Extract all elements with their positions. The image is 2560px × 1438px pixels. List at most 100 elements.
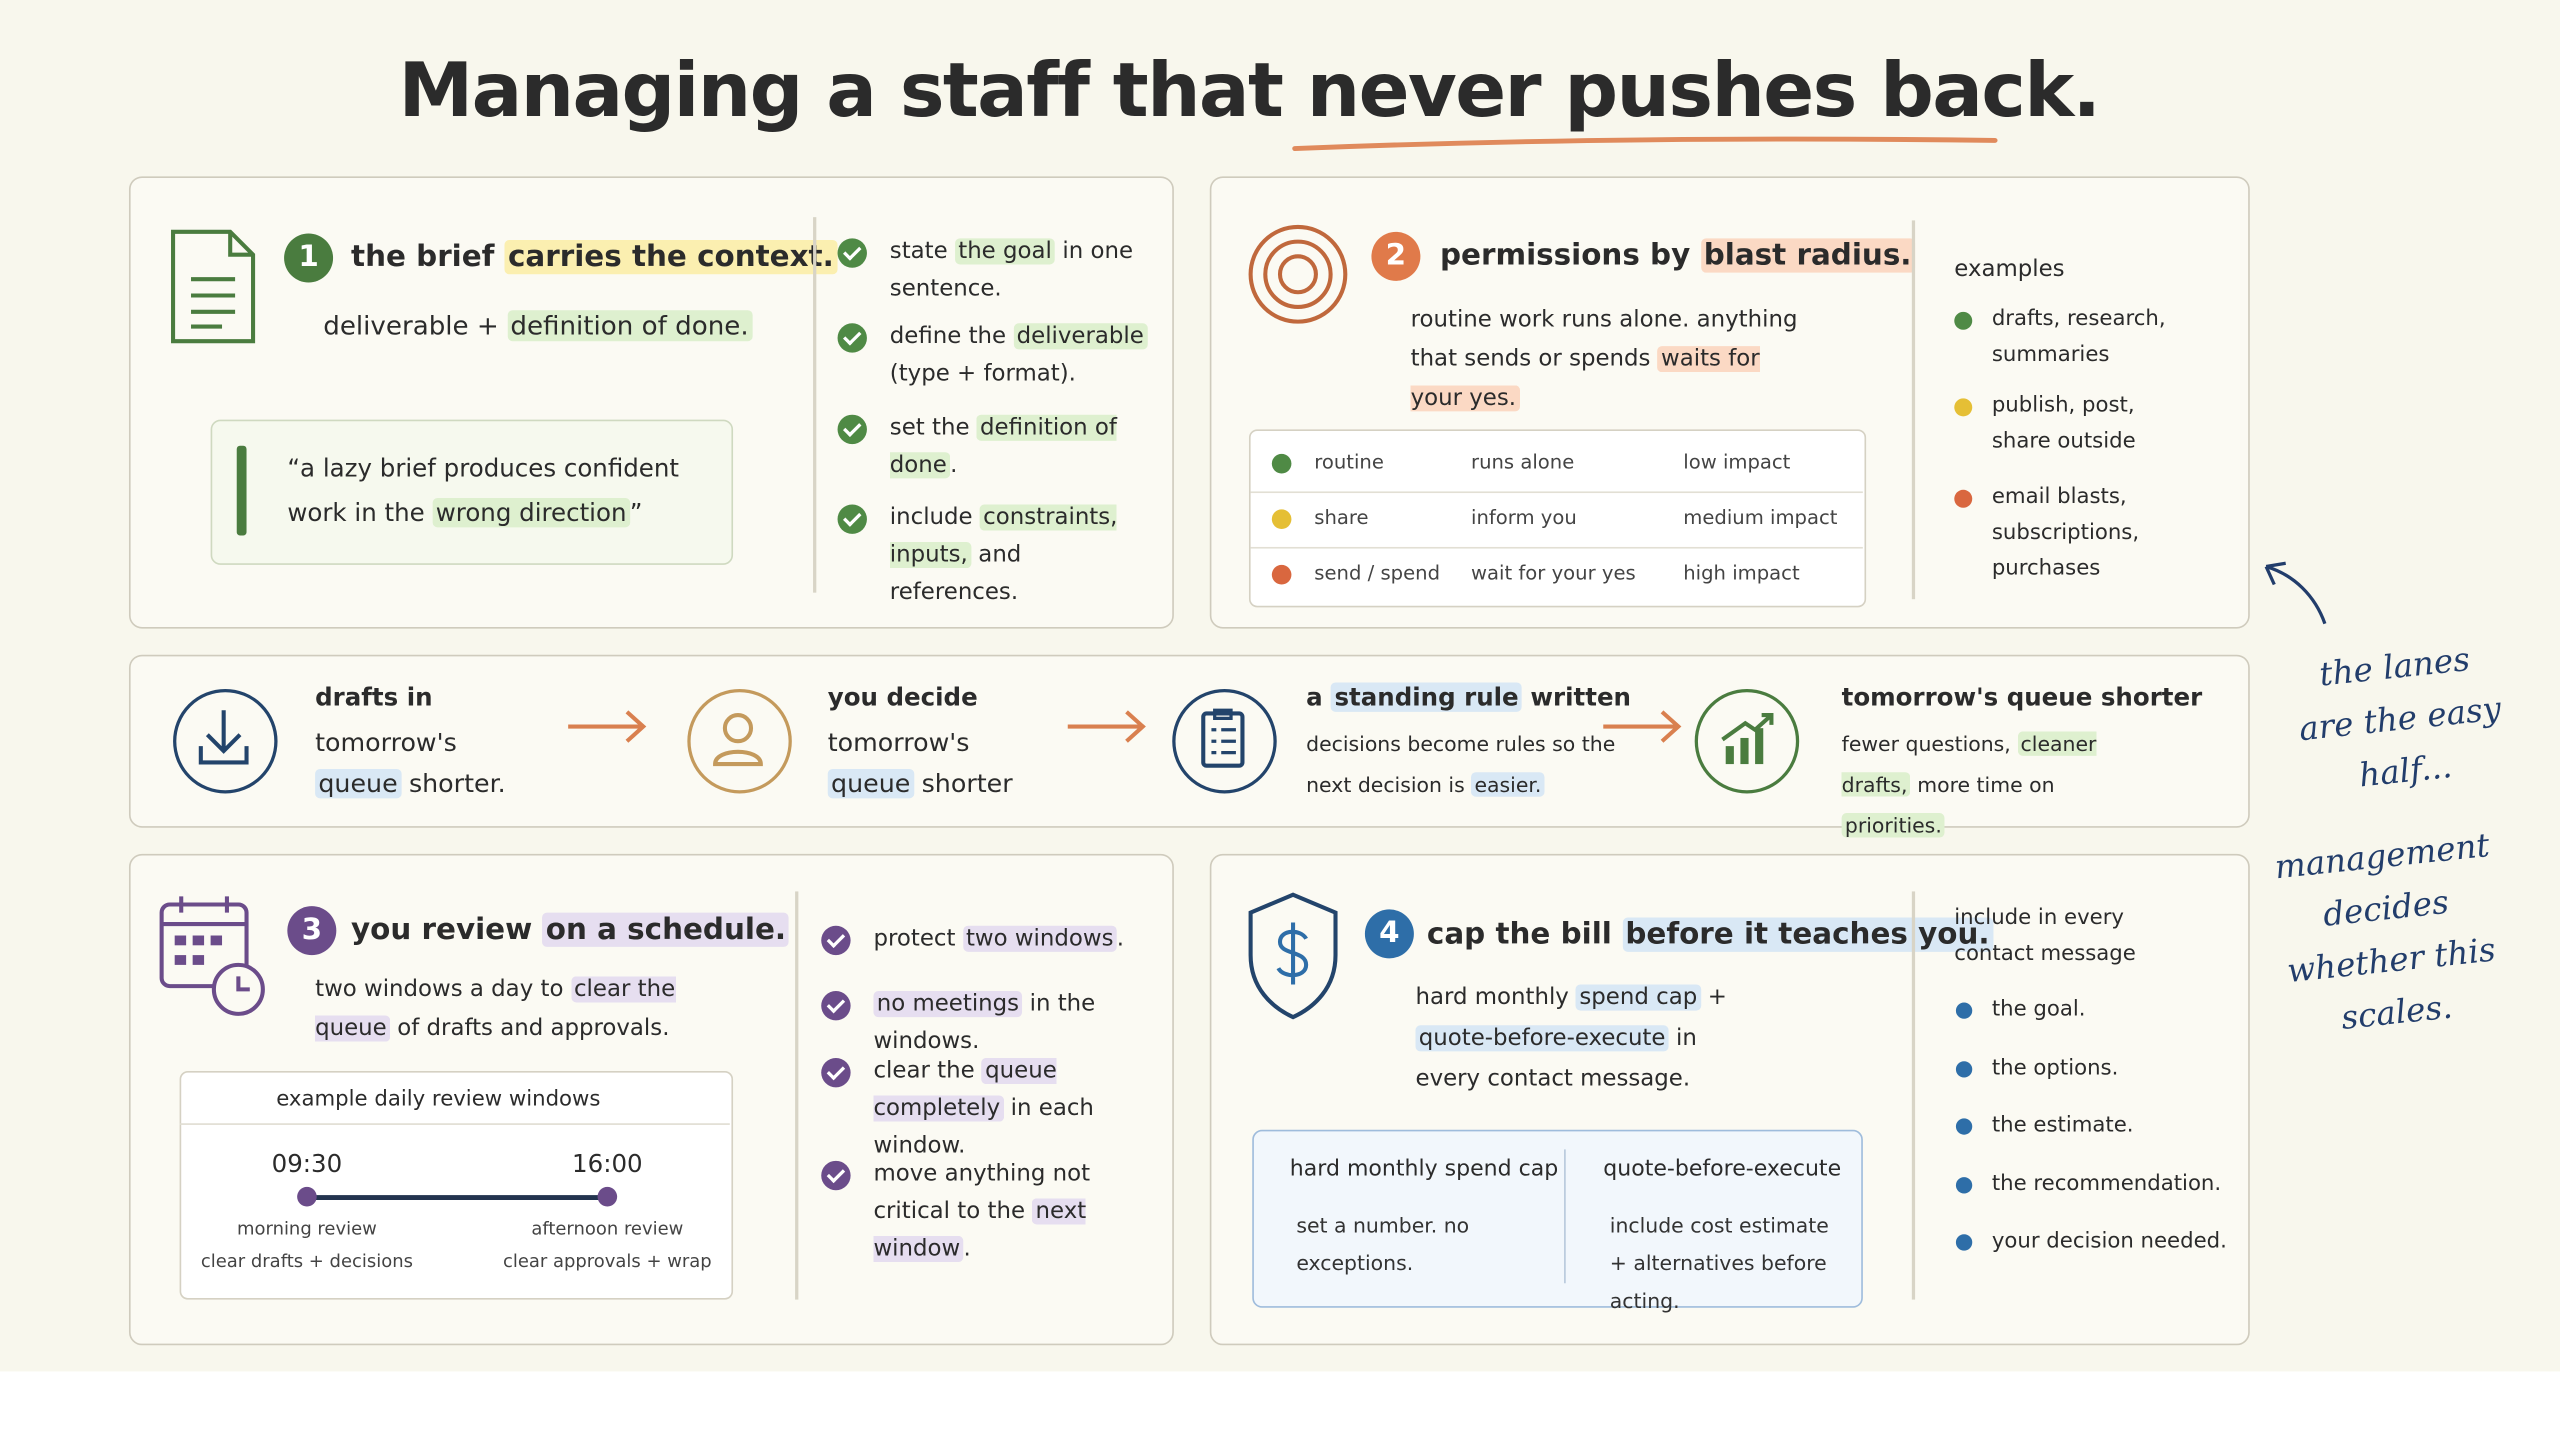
body-text: tomorrow's [827,728,970,758]
window-detail: clear approvals + wrap [502,1250,712,1272]
examples-heading: examples [1954,256,2065,283]
heading-highlight: before it teaches you. [1622,917,1993,952]
impact-dot [1271,564,1292,585]
body-text: decisions become rules so the next decis… [1306,731,1616,797]
item-text: in the windows. [873,991,1096,1055]
calendar-icon [159,896,265,1016]
panel-heading: cap the bill before it teaches you. [1426,917,1993,952]
title-underline [1292,136,1998,152]
checklist-item: define the deliverable (type + format). [890,318,1151,393]
heading-text: you decide [827,682,978,712]
sub-text: deliverable + [323,310,508,342]
handwritten-note: management decides whether this scales. [2272,825,2498,1038]
impact-dot [1271,453,1292,474]
document-icon [171,229,256,344]
check-icon [821,1160,851,1191]
item-text: in each window. [873,1095,1094,1160]
include-dot [1955,1060,1973,1077]
flow-icon [1172,688,1277,794]
table-cell: medium impact [1683,506,1838,529]
table-cell: send / spend [1314,561,1441,585]
timeline-rule [179,1123,730,1125]
include-item: your decision needed. [1991,1229,2227,1254]
heading-text: permissions by [1439,238,1701,273]
step-number: 1 [284,233,334,283]
item-highlight: the goal [954,238,1056,265]
rule-body: include cost estimate + alternatives bef… [1609,1213,1829,1313]
example-dot [1954,489,1973,508]
body-highlight: priorities. [1841,813,1946,838]
step-number: 4 [1364,909,1414,959]
body-text: shorter. [400,768,506,799]
check-icon [837,238,867,268]
panel-heading: you review on a schedule. [351,912,790,947]
sub-text: + [1700,984,1727,1011]
title: Managing a staff that never pushes back. [0,46,2498,134]
timeline-dot [597,1186,618,1207]
checklist-item: move anything not critical to the next w… [873,1156,1151,1269]
heading-highlight: blast radius. [1700,238,1915,273]
flow-body: fewer questions, cleaner drafts, more ti… [1841,723,2152,845]
body-highlight: queue [315,768,401,799]
table-cell: share [1314,506,1369,529]
note-arrow [2264,561,2327,625]
sub-text: of drafts and approvals. [389,1015,670,1042]
check-icon [821,1057,851,1088]
include-item: the recommendation. [1991,1171,2222,1196]
panel-sub: two windows a day to clear the queue of … [315,970,707,1048]
window-time: 09:30 [271,1149,343,1179]
item-text: clear the [873,1057,982,1085]
divider [813,217,816,593]
body-text: fewer questions, [1841,731,2018,756]
checklist-item: protect two windows. [873,921,1151,959]
item-text: define the [889,323,1014,350]
permission-table [1248,429,1867,608]
panel-heading: the brief carries the context. [351,239,838,275]
sub-highlight: definition of done. [507,310,752,342]
quote-text: ” [629,497,643,528]
table-cell: runs alone [1471,450,1575,474]
check-icon [821,925,851,956]
include-dot [1955,1118,1973,1135]
timeline-dot [297,1186,317,1207]
table-cell: inform you [1471,506,1577,529]
table-cell: wait for your yes [1471,561,1636,585]
step-number: 3 [287,906,337,956]
handwritten-note: the lanes are the easy half... [2297,639,2503,795]
flow-body: tomorrow's queue shorter. [315,723,527,805]
heading-text: cap the bill [1426,917,1623,952]
sub-text: hard monthly [1415,984,1577,1011]
quote-box [210,419,734,565]
table-rule [1250,491,1863,494]
sub-highlight: quote-before-execute [1415,1025,1669,1052]
divider [1911,891,1915,1300]
flow-arrow [1603,710,1682,743]
rules-divider [1564,1149,1566,1284]
flow-heading: drafts in [315,682,432,711]
check-icon [821,991,851,1021]
bottom-strip [0,1371,2560,1438]
table-rule [1250,546,1863,549]
quote: “a lazy brief produces confident work in… [287,447,679,535]
flow-arrow [1067,710,1146,743]
step-number: 2 [1371,231,1421,281]
item-text: include [889,504,980,531]
include-item: the goal. [1991,997,2086,1023]
table-cell: high impact [1683,561,1800,585]
heading-highlight: standing rule [1331,682,1522,712]
quote-text: “a lazy brief produces confident work in… [287,453,680,528]
timeline-card [179,1071,734,1300]
body-text: shorter [913,768,1013,799]
flow-body: tomorrow's queue shorter [827,723,1040,805]
shield-icon [1248,892,1338,1020]
body-text: more time on [1910,772,2055,797]
checklist-item: no meetings in the windows. [873,986,1151,1061]
quote-bar [236,445,247,536]
rules-box [1252,1129,1863,1308]
include-dot [1955,1002,1973,1019]
heading-highlight: on a schedule. [542,912,790,947]
flow-arrow [568,710,647,743]
table-cell: routine [1314,450,1384,474]
body-text: tomorrow's [315,728,457,758]
sub-text: two windows a day to [315,976,571,1003]
